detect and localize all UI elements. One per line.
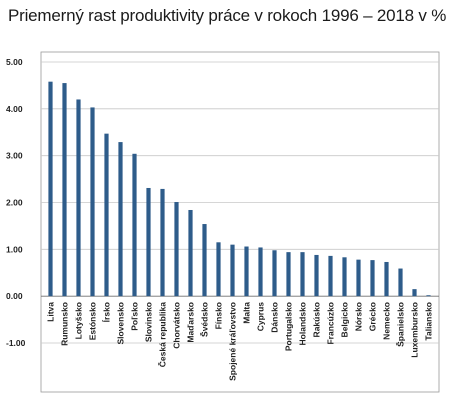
x-tick-label: Chorvátsko <box>172 302 182 349</box>
x-tick-label: Slovensko <box>116 302 126 345</box>
bar <box>328 255 333 297</box>
bar <box>132 153 137 297</box>
x-tick-label: Luxembursko <box>410 302 420 358</box>
bar <box>160 188 165 297</box>
x-axis-labels: Litva Rumunsko Lotyšsko Estónsko Írsko Sloven… <box>46 302 434 381</box>
bar <box>286 252 291 297</box>
bar <box>398 268 403 297</box>
y-tick-label: 4.00 <box>6 104 23 114</box>
bar <box>188 209 193 297</box>
bar <box>174 202 179 297</box>
y-tick-label: 2.00 <box>6 198 23 208</box>
bar <box>426 295 431 297</box>
x-tick-label: Rumunsko <box>60 302 70 346</box>
x-tick-label: Fínsko <box>214 302 224 329</box>
bar <box>76 99 81 297</box>
x-tick-label: Belgicko <box>340 302 350 337</box>
bars <box>48 81 431 297</box>
bar <box>146 187 151 297</box>
x-tick-label: Spojené kráľovstvo <box>228 302 238 381</box>
x-tick-label: Nórsko <box>354 302 364 331</box>
y-tick-label: 0.00 <box>6 291 23 301</box>
x-tick-label: Poľsko <box>130 302 140 331</box>
bar <box>342 257 347 297</box>
bar <box>244 246 249 297</box>
bar <box>412 289 417 297</box>
bar <box>202 224 207 297</box>
x-tick-label: Lotyšsko <box>74 302 84 339</box>
x-tick-label: Holandsko <box>298 302 308 345</box>
x-tick-label: Francúzko <box>326 302 336 345</box>
bar <box>258 247 263 297</box>
x-tick-label: Maďarsko <box>186 302 196 343</box>
x-tick-label: Malta <box>242 302 252 324</box>
bar <box>62 83 67 297</box>
bar <box>356 259 361 297</box>
y-axis-ticks: 5.00 4.00 3.00 2.00 1.00 0.00 -1.00 <box>6 57 26 348</box>
x-tick-label: Cyprus <box>256 302 266 332</box>
bar <box>48 81 53 297</box>
bar <box>230 244 235 297</box>
x-tick-label: Španielsko <box>395 302 406 347</box>
x-tick-label: Írsko <box>102 302 112 322</box>
x-tick-label: Estónsko <box>88 302 98 340</box>
y-tick-label: 1.00 <box>6 244 23 254</box>
bar <box>272 250 277 297</box>
x-tick-label: Litva <box>46 302 56 322</box>
x-tick-label: Česká republika <box>157 302 168 367</box>
x-tick-label: Dánsko <box>270 302 280 333</box>
y-tick-label: 3.00 <box>6 151 23 161</box>
bar <box>300 252 305 297</box>
x-tick-label: Nemecko <box>382 302 392 340</box>
plot-frame <box>40 51 440 393</box>
bar <box>314 254 319 297</box>
x-tick-label: Portugalsko <box>284 302 294 351</box>
bar <box>104 133 109 297</box>
bar <box>118 142 123 297</box>
bar <box>90 107 95 297</box>
bar <box>384 261 389 297</box>
x-tick-label: Slovinsko <box>144 302 154 342</box>
bar <box>216 242 221 297</box>
bar <box>370 260 375 297</box>
x-tick-label: Grécko <box>368 302 378 331</box>
y-tick-label: -1.00 <box>6 338 26 348</box>
x-tick-label: Rakúsko <box>312 302 322 337</box>
gridlines <box>41 61 439 344</box>
chart-title: Priemerný rast produktivity práce v roko… <box>8 6 447 25</box>
x-tick-label: Taliansko <box>424 302 434 341</box>
x-tick-label: Švédsko <box>199 302 210 337</box>
y-tick-label: 5.00 <box>6 57 23 67</box>
